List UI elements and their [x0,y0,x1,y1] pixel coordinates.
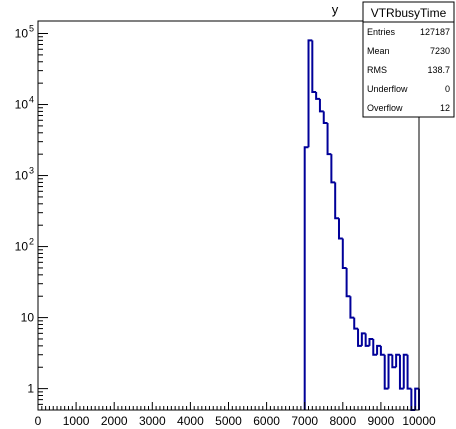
histogram-bin [372,338,378,356]
histogram-bin [360,332,366,346]
y-tick-label: 10 [15,98,29,112]
x-tick-label: 5000 [215,414,242,428]
x-tick-label: 9000 [368,414,395,428]
y-tick-label: 10 [21,311,35,325]
y-tick-exponent: 2 [29,237,34,247]
stats-row-value: 127187 [420,27,450,37]
histogram-bin [341,238,347,269]
stats-box: VTRbusyTime Entries 127187 Mean 7230 RMS 138.7… [362,1,455,118]
y-tick-exponent: 4 [29,95,34,105]
y-tick-exponent: 3 [29,166,34,176]
histogram-bin [368,337,374,346]
histogram-bin [379,345,385,356]
stats-row-label: Underflow [367,84,408,94]
histogram-bin [337,218,343,240]
y-tick-label: 1 [27,382,34,396]
x-tick-label: 7000 [291,414,318,428]
histogram-bin [357,328,362,347]
histogram-bin [345,267,351,298]
stats-box-title: VTRbusyTime [371,6,447,20]
histogram-bin [406,354,412,390]
histogram-bin [395,353,400,368]
histogram-bin [391,354,397,369]
histogram-bin [311,40,317,94]
histogram-bin [376,344,381,355]
histogram-bin [330,154,336,184]
histogram-layer [303,39,420,411]
histogram-bin [315,92,320,100]
stats-row-label: Mean [367,46,390,56]
histogram-bin [349,296,355,319]
histogram-bin [387,353,393,389]
y-tick-label: 10 [15,27,29,41]
histogram-bin [353,317,359,330]
x-tick-label: 3000 [139,414,166,428]
stats-row-label: Entries [367,27,396,37]
x-tick-label: 4000 [177,414,204,428]
histogram-bin [318,98,324,113]
histogram-bin [402,353,408,389]
x-tick-label: 6000 [253,414,280,428]
stats-box-frame [362,1,455,118]
axes-layer: 0 1000 2000 3000 4000 5000 6000 7000 8000 9000 100… [15,24,436,428]
title-fragment: y [332,2,339,17]
histogram-bin [334,182,339,220]
stats-row-value: 0 [445,84,450,94]
x-tick-label: 10000 [402,414,436,428]
histogram-bin [322,111,328,124]
stats-row-value: 7230 [430,46,450,56]
x-tick-label: 8000 [329,414,356,428]
y-tick-label: 10 [15,169,29,183]
stats-row-label: RMS [367,65,387,75]
stats-row-label: Overflow [367,103,403,113]
stats-row-value: 12 [440,103,450,113]
histogram-bin [383,354,389,390]
x-tick-label: 0 [35,414,42,428]
x-tick-label: 2000 [101,414,128,428]
x-tick-label: 1000 [63,414,90,428]
histogram-bin [326,122,332,156]
histogram-bin [414,387,419,410]
stats-row-value: 138.7 [427,65,450,75]
y-tick-exponent: 5 [29,24,34,34]
histogram-bin [364,333,370,347]
histogram-bin [307,39,313,148]
histogram-bin [398,354,404,390]
y-tick-label: 10 [15,240,29,254]
histogram-bin [303,146,309,410]
